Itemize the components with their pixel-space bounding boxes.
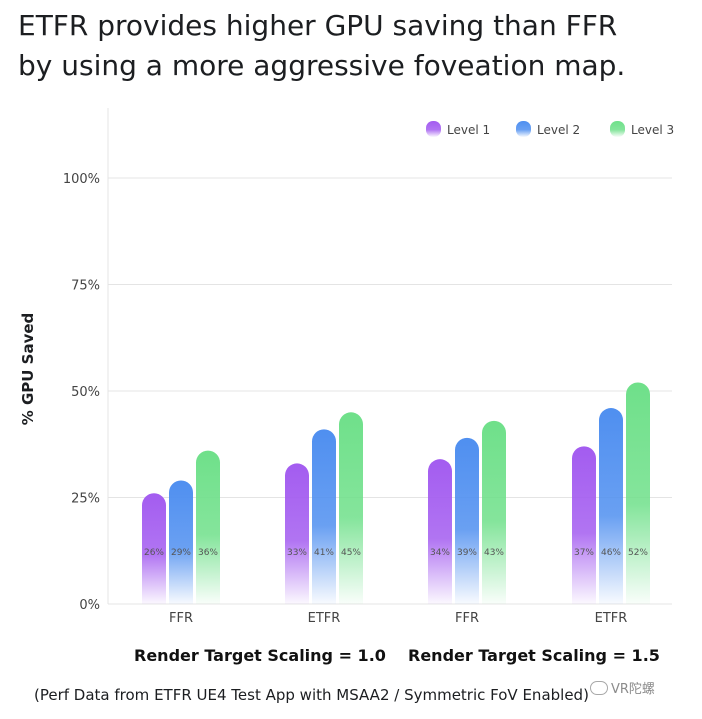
legend-label: Level 1 — [447, 123, 490, 137]
bar-data-label: 33% — [287, 548, 307, 558]
watermark-text: VR陀螺 — [611, 682, 655, 697]
bar-data-label: 41% — [314, 548, 334, 558]
chart-title: ETFR provides higher GPU saving than FFR… — [18, 6, 688, 86]
bar-data-label: 43% — [484, 548, 504, 558]
y-tick-label: 75% — [71, 279, 100, 294]
group-label-scaling-1-5: Render Target Scaling = 1.5 — [408, 646, 660, 665]
bar-data-label: 37% — [574, 548, 594, 558]
bar-level-2 — [169, 480, 193, 604]
x-tick-label: FFR — [455, 611, 479, 626]
bar-level-2 — [599, 408, 623, 604]
x-tick-label: ETFR — [595, 611, 628, 626]
bar-level-2 — [312, 429, 336, 604]
bar-data-label: 52% — [628, 548, 648, 558]
bar-data-label: 36% — [198, 548, 218, 558]
legend-marker — [426, 121, 441, 137]
bar-data-label: 26% — [144, 548, 164, 558]
bar-data-label: 46% — [601, 548, 621, 558]
x-tick-label: FFR — [169, 611, 193, 626]
title-line-1: ETFR provides higher GPU saving than FFR — [18, 9, 618, 42]
title-line-2: by using a more aggressive foveation map… — [18, 49, 626, 82]
bar-level-1 — [572, 446, 596, 604]
bar-data-label: 29% — [171, 548, 191, 558]
bar-level-3 — [339, 412, 363, 604]
wechat-logo-icon — [590, 681, 608, 695]
y-tick-label: 0% — [79, 598, 100, 613]
bar-level-3 — [626, 382, 650, 604]
legend: Level 1 Level 2 Level 3 — [426, 121, 674, 137]
y-tick-label: 25% — [71, 492, 100, 507]
legend-marker — [516, 121, 531, 137]
legend-marker — [610, 121, 625, 137]
bars: 26% 29% 36% 33% 41% 45% 34% 39% 43% 37% 46% 52% — [142, 382, 650, 604]
watermark: VR陀螺 — [590, 678, 655, 697]
bar-level-1 — [142, 493, 166, 604]
bar-level-3 — [196, 450, 220, 604]
x-tick-labels: FFR ETFR FFR ETFR — [169, 611, 627, 626]
bar-data-label: 34% — [430, 548, 450, 558]
bar-level-3 — [482, 420, 506, 604]
bar-data-label: 45% — [341, 548, 361, 558]
bar-level-2 — [455, 437, 479, 604]
y-tick-label: 50% — [71, 385, 100, 400]
bar-data-label: 39% — [457, 548, 477, 558]
bar-level-1 — [285, 463, 309, 604]
legend-label: Level 2 — [537, 123, 580, 137]
y-tick-label: 100% — [63, 172, 100, 187]
legend-label: Level 3 — [631, 123, 674, 137]
bar-level-1 — [428, 459, 452, 604]
y-tick-labels: 0% 25% 50% 75% 100% — [63, 172, 100, 613]
group-label-scaling-1-0: Render Target Scaling = 1.0 — [134, 646, 386, 665]
bar-chart: 0% 25% 50% 75% 100% 26% 29% 36% 33% 41% 45% 34% 39%… — [63, 108, 674, 626]
x-tick-label: ETFR — [308, 611, 341, 626]
y-axis-label: % GPU Saved — [19, 312, 37, 426]
footnote: (Perf Data from ETFR UE4 Test App with M… — [34, 686, 589, 704]
